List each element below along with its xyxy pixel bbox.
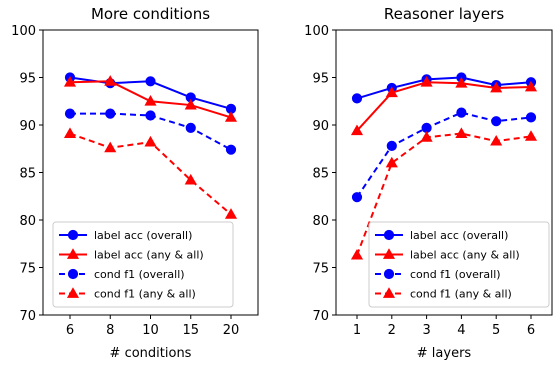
legend-marker-1-3: [382, 287, 396, 298]
x-tick-label-0-0: 6: [66, 323, 74, 338]
series-line-1-0: [356, 76, 532, 100]
y-tick-label-1-4: 90: [312, 119, 329, 134]
x-tick-label-1-1: 2: [388, 323, 396, 338]
legend-marker-1-2: [383, 268, 395, 280]
series-line-1-2: [356, 111, 532, 198]
legend-label-1-1: label acc (any & all): [410, 249, 520, 262]
series-line-1-3: [356, 132, 532, 256]
legend-marker-0-0: [67, 229, 79, 241]
legend-box-0: [52, 221, 234, 308]
legend-label-1-2: cond f1 (overall): [410, 268, 501, 281]
legend-marker-1-0: [383, 229, 395, 241]
y-tick-label-1-5: 95: [312, 72, 329, 87]
data-point-0-2-3: [185, 122, 196, 133]
x-axis-label-0: # conditions: [110, 346, 192, 361]
x-axis-label-1: # layers: [417, 346, 472, 361]
data-point-0-2-4: [225, 144, 237, 155]
x-tick-label-0-1: 8: [106, 323, 114, 338]
legend-marker-1-1: [382, 248, 396, 259]
y-tick-label-0-2: 80: [19, 214, 36, 229]
x-tick-label-0-4: 20: [223, 323, 240, 338]
data-point-1-1-0: [350, 124, 364, 136]
data-point-1-1-1: [385, 86, 398, 98]
data-point-1-3-0: [350, 248, 364, 260]
data-point-0-2-2: [145, 110, 156, 121]
data-point-1-2-1: [386, 140, 397, 151]
data-point-0-3-4: [224, 208, 238, 219]
legend-label-1-3: cond f1 (any & all): [410, 288, 512, 301]
y-tick-label-0-1: 75: [19, 262, 36, 277]
chart-title-0: More conditions: [91, 5, 210, 23]
data-point-1-3-1: [385, 156, 398, 168]
x-tick-label-1-2: 3: [422, 323, 430, 338]
y-tick-label-1-0: 70: [312, 309, 329, 324]
legend-label-1-0: label acc (overall): [410, 229, 508, 242]
legend-label-0-3: cond f1 (any & all): [94, 288, 196, 301]
data-point-1-3-4: [490, 134, 503, 146]
x-tick-label-0-3: 15: [182, 323, 199, 338]
data-point-1-0-0: [351, 93, 363, 104]
data-point-1-2-3: [456, 107, 467, 118]
legend-label-0-2: cond f1 (overall): [94, 268, 185, 281]
data-point-1-2-5: [525, 112, 537, 123]
y-tick-label-0-4: 90: [19, 119, 36, 134]
legend-label-0-0: label acc (overall): [94, 229, 192, 242]
data-point-1-1-5: [524, 80, 538, 92]
data-point-1-3-5: [524, 130, 538, 141]
legend-marker-0-1: [66, 248, 80, 259]
data-point-1-2-2: [421, 122, 432, 133]
axes-frame-1: [335, 29, 553, 316]
legend-marker-0-3: [66, 287, 80, 298]
data-point-1-1-3: [455, 76, 468, 88]
y-tick-label-0-3: 85: [19, 167, 36, 182]
data-point-0-2-1: [105, 108, 116, 119]
data-point-0-0-2: [145, 76, 156, 87]
y-tick-label-1-6: 100: [304, 24, 329, 39]
data-point-1-2-0: [351, 192, 363, 203]
y-tick-label-0-6: 100: [11, 24, 36, 39]
x-tick-label-1-3: 4: [457, 323, 465, 338]
data-point-1-3-2: [420, 131, 433, 142]
y-tick-label-1-1: 75: [312, 262, 329, 277]
x-tick-label-1-4: 5: [492, 323, 500, 338]
data-point-1-1-2: [420, 76, 433, 87]
data-point-0-1-3: [184, 98, 197, 110]
data-point-0-1-4: [224, 111, 238, 122]
legend-box-1: [368, 221, 550, 308]
data-point-0-3-0: [63, 127, 77, 138]
data-point-0-3-1: [104, 141, 117, 153]
data-point-1-1-4: [490, 81, 503, 93]
data-point-0-3-3: [184, 173, 197, 185]
data-point-0-1-1: [104, 75, 117, 86]
y-tick-label-1-3: 85: [312, 167, 329, 182]
axes-frame-0: [42, 29, 259, 316]
data-point-0-3-2: [144, 135, 157, 147]
data-point-1-2-4: [491, 116, 502, 127]
data-point-0-1-2: [144, 95, 157, 106]
chart-title-1: Reasoner layers: [384, 5, 504, 23]
legend-label-0-1: label acc (any & all): [94, 249, 204, 262]
legend-marker-0-2: [67, 268, 79, 280]
x-tick-label-1-5: 6: [527, 323, 535, 338]
data-point-0-1-0: [63, 76, 77, 87]
y-tick-label-1-2: 80: [312, 214, 329, 229]
x-tick-label-1-0: 1: [353, 323, 361, 338]
y-tick-label-0-5: 95: [19, 72, 36, 87]
data-point-0-2-0: [64, 108, 76, 119]
series-line-1-1: [356, 81, 532, 132]
y-tick-label-0-0: 70: [19, 309, 36, 324]
data-point-1-3-3: [455, 127, 468, 138]
x-tick-label-0-2: 10: [142, 323, 159, 338]
